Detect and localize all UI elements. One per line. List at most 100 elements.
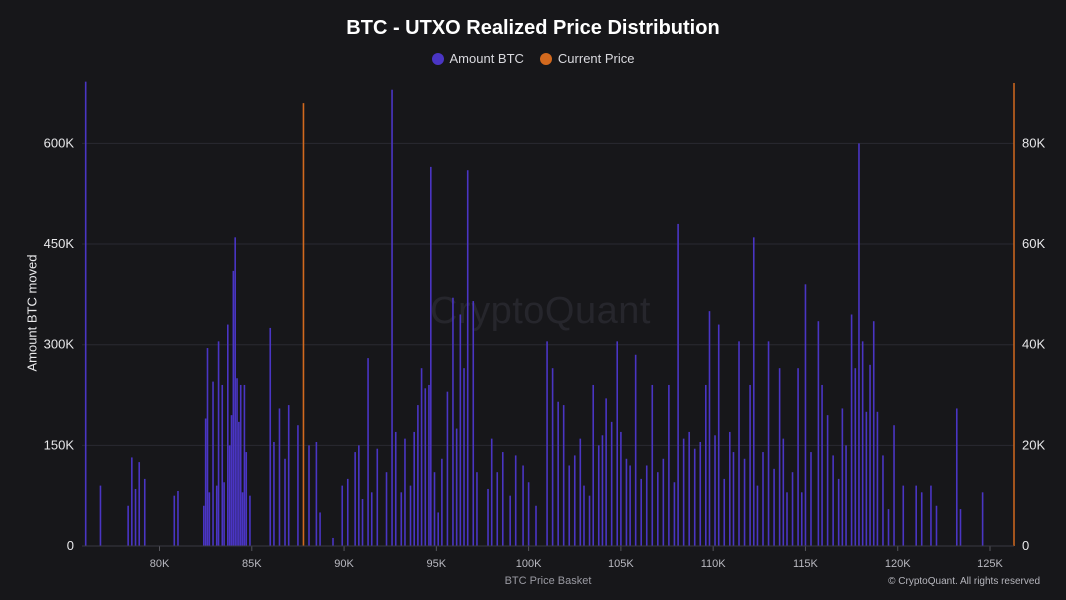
bar[interactable] [234, 237, 236, 547]
bar[interactable] [228, 445, 231, 546]
bar[interactable] [651, 384, 654, 546]
bar[interactable] [230, 415, 233, 546]
legend-item-amount-btc[interactable]: Amount BTC [431, 51, 524, 66]
bar[interactable] [236, 378, 238, 546]
bar[interactable] [385, 472, 388, 546]
bar[interactable] [496, 472, 499, 546]
bar[interactable] [215, 485, 218, 546]
bar[interactable] [588, 495, 591, 546]
bar[interactable] [657, 472, 659, 546]
bar[interactable] [935, 505, 938, 546]
bar[interactable] [177, 490, 179, 546]
bar[interactable] [527, 482, 530, 546]
bar[interactable] [131, 457, 133, 546]
bar[interactable] [732, 452, 735, 546]
bar[interactable] [376, 448, 379, 546]
bar[interactable] [269, 327, 272, 546]
bar[interactable] [84, 81, 87, 547]
bar[interactable] [127, 505, 129, 546]
bar[interactable] [817, 321, 820, 546]
bar[interactable] [367, 358, 369, 546]
bar[interactable] [249, 495, 251, 546]
bar[interactable] [645, 465, 648, 546]
bar[interactable] [562, 405, 565, 546]
bar[interactable] [861, 341, 864, 546]
bar[interactable] [99, 485, 102, 546]
bar[interactable] [915, 485, 917, 546]
bar[interactable] [239, 384, 242, 546]
bar[interactable] [143, 478, 146, 546]
bar[interactable] [455, 428, 458, 546]
bar[interactable] [226, 324, 229, 546]
bar[interactable] [297, 425, 299, 546]
bar[interactable] [981, 492, 984, 546]
bar[interactable] [872, 321, 875, 546]
bar[interactable] [869, 364, 871, 546]
bar[interactable] [417, 405, 419, 546]
bar[interactable] [749, 384, 751, 546]
bar[interactable] [409, 485, 412, 546]
bar[interactable] [920, 492, 923, 546]
bar[interactable] [583, 485, 585, 546]
bar[interactable] [791, 472, 794, 546]
bar[interactable] [826, 415, 829, 546]
bar[interactable] [858, 143, 860, 547]
bar[interactable] [346, 478, 349, 546]
bar[interactable] [832, 455, 834, 546]
bar[interactable] [662, 458, 665, 546]
bar[interactable] [673, 482, 676, 546]
bar[interactable] [762, 452, 764, 546]
bar[interactable] [424, 388, 427, 546]
bar[interactable] [786, 492, 788, 546]
bar[interactable] [514, 455, 517, 546]
bar[interactable] [959, 509, 962, 546]
bar[interactable] [391, 89, 393, 546]
bar[interactable] [625, 458, 628, 546]
bar[interactable] [876, 411, 879, 546]
bar[interactable] [773, 468, 775, 546]
bar[interactable] [238, 421, 240, 546]
bar[interactable] [782, 438, 785, 546]
bar[interactable] [206, 348, 209, 546]
bar[interactable] [134, 488, 137, 546]
bar[interactable] [437, 512, 439, 546]
bar[interactable] [428, 384, 430, 546]
bar[interactable] [616, 341, 619, 546]
bar[interactable] [568, 465, 571, 546]
bar[interactable] [717, 324, 720, 546]
bar[interactable] [413, 431, 415, 546]
bar[interactable] [597, 445, 600, 546]
bar[interactable] [420, 368, 423, 546]
bar[interactable] [821, 384, 823, 546]
bar[interactable] [319, 512, 321, 546]
bar[interactable] [668, 384, 670, 546]
bar[interactable] [173, 495, 176, 546]
bar[interactable] [203, 505, 205, 546]
bar[interactable] [245, 452, 248, 546]
bar[interactable] [217, 341, 220, 546]
bar[interactable] [620, 431, 622, 546]
bar[interactable] [509, 495, 511, 546]
bar[interactable] [487, 488, 489, 546]
bar[interactable] [743, 458, 746, 546]
bar[interactable] [501, 452, 504, 546]
bar[interactable] [400, 492, 403, 546]
bar[interactable] [551, 368, 554, 546]
bar[interactable] [902, 485, 905, 546]
bar[interactable] [601, 435, 604, 546]
bar[interactable] [463, 368, 465, 546]
bar[interactable] [804, 284, 807, 546]
bar[interactable] [204, 418, 207, 546]
bar[interactable] [752, 237, 755, 547]
bar[interactable] [610, 421, 613, 546]
bar[interactable] [278, 408, 281, 546]
bar[interactable] [243, 384, 246, 546]
bar[interactable] [490, 438, 493, 546]
bar[interactable] [223, 482, 225, 546]
bar[interactable] [756, 485, 759, 546]
bar[interactable] [358, 445, 360, 546]
bar[interactable] [308, 445, 310, 546]
bar[interactable] [522, 465, 524, 546]
bar[interactable] [714, 435, 716, 546]
bar[interactable] [767, 341, 770, 546]
